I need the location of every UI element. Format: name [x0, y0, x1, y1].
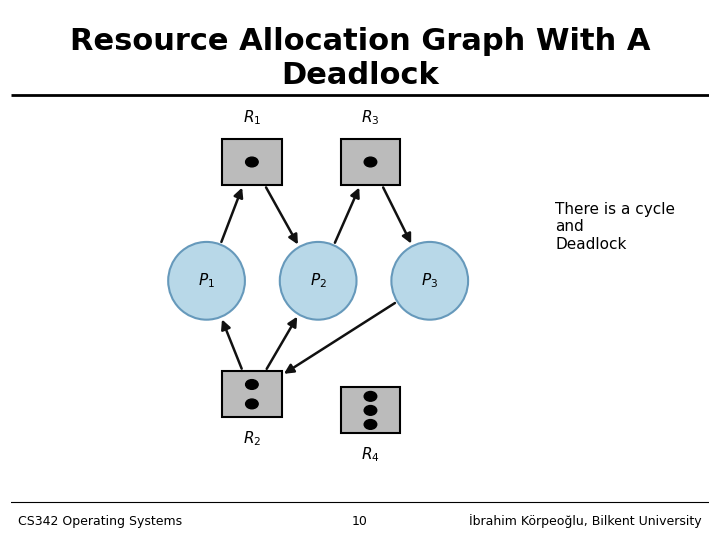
FancyBboxPatch shape — [341, 139, 400, 185]
Text: $R_1$: $R_1$ — [243, 108, 261, 127]
Ellipse shape — [280, 242, 356, 320]
Text: $R_2$: $R_2$ — [243, 429, 261, 448]
FancyBboxPatch shape — [222, 139, 282, 185]
Text: $P_1$: $P_1$ — [198, 272, 215, 290]
Text: $P_3$: $P_3$ — [421, 272, 438, 290]
Circle shape — [364, 406, 377, 415]
Circle shape — [364, 392, 377, 401]
Circle shape — [246, 157, 258, 167]
Text: CS342 Operating Systems: CS342 Operating Systems — [18, 515, 182, 528]
Ellipse shape — [168, 242, 245, 320]
Text: $R_4$: $R_4$ — [361, 446, 380, 464]
Circle shape — [246, 399, 258, 409]
FancyBboxPatch shape — [222, 372, 282, 417]
Text: İbrahim Körpeoğlu, Bilkent University: İbrahim Körpeoğlu, Bilkent University — [469, 514, 702, 528]
Text: $R_3$: $R_3$ — [361, 108, 379, 127]
Circle shape — [364, 157, 377, 167]
Text: Resource Allocation Graph With A
Deadlock: Resource Allocation Graph With A Deadloc… — [70, 27, 650, 90]
Text: 10: 10 — [352, 515, 368, 528]
Text: $P_2$: $P_2$ — [310, 272, 327, 290]
Text: There is a cycle
and
Deadlock: There is a cycle and Deadlock — [555, 202, 675, 252]
Ellipse shape — [392, 242, 468, 320]
FancyBboxPatch shape — [341, 388, 400, 433]
Circle shape — [246, 380, 258, 389]
Circle shape — [364, 420, 377, 429]
